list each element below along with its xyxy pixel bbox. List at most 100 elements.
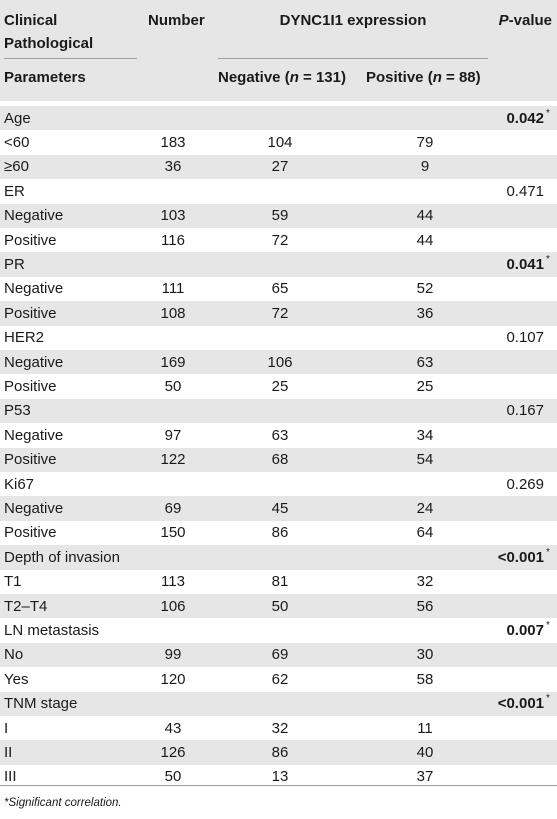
row-stripe [0, 301, 557, 326]
cell-number: 103 [160, 207, 186, 225]
cell-number: 169 [160, 353, 186, 371]
row-label: Positive [4, 377, 57, 395]
cell-positive: 64 [416, 524, 434, 542]
row-stripe [0, 496, 557, 521]
cell-pvalue: 0.167 [506, 402, 544, 420]
cell-pvalue: <0.001 [497, 548, 544, 566]
row-label: No [4, 646, 24, 664]
row-label: Positive [4, 524, 57, 542]
row-label: P53 [4, 402, 31, 420]
cell-number: 69 [164, 499, 182, 517]
cell-number: 99 [164, 646, 182, 664]
header-rule-left [4, 58, 137, 59]
row-label: Negative [4, 280, 64, 298]
cell-positive: 54 [416, 451, 434, 469]
cell-negative: 86 [271, 743, 289, 761]
cell-negative: 81 [271, 573, 289, 591]
cell-pvalue: 0.471 [506, 182, 544, 200]
row-label: ER [4, 182, 25, 200]
row-label: Positive [4, 231, 57, 249]
cell-number: 43 [164, 719, 182, 737]
row-stripe [0, 203, 557, 228]
header-negative: Negative (n = 131) [218, 69, 346, 86]
row-label: Negative [4, 207, 64, 225]
row-label: Ki67 [4, 475, 35, 493]
cell-positive: 30 [416, 646, 434, 664]
cell-negative: 104 [267, 133, 293, 151]
cell-positive: 11 [417, 719, 433, 737]
cell-number: 97 [164, 426, 182, 444]
cell-negative: 69 [271, 646, 289, 664]
cell-negative: 32 [271, 719, 289, 737]
bottom-rule [0, 785, 557, 786]
cell-number: 122 [160, 451, 186, 469]
row-stripe [0, 398, 557, 424]
row-label: ≥60 [4, 158, 29, 176]
cell-negative: 68 [271, 451, 289, 469]
cell-negative: 106 [267, 353, 293, 371]
cell-positive: 32 [416, 573, 434, 591]
cell-number: 183 [160, 133, 186, 151]
row-label: <60 [4, 133, 30, 151]
header-positive: Positive (n = 88) [366, 69, 481, 86]
cell-positive: 56 [416, 597, 434, 615]
cell-positive: 44 [416, 207, 434, 225]
row-label: Negative [4, 426, 64, 444]
cell-negative: 13 [271, 768, 289, 786]
row-label: Age [4, 109, 31, 127]
row-label: T1 [4, 573, 22, 591]
cell-positive: 34 [416, 426, 434, 444]
row-label: Depth of invasion [4, 548, 120, 566]
row-label: Yes [4, 670, 29, 688]
cell-negative: 59 [271, 207, 289, 225]
row-label: T2–T4 [4, 597, 48, 615]
cell-number: 108 [160, 304, 186, 322]
cell-number: 126 [160, 743, 186, 761]
cell-positive: 36 [416, 304, 434, 322]
row-stripe [0, 252, 557, 277]
cell-positive: 52 [416, 280, 434, 298]
cell-number: 113 [161, 573, 185, 591]
cell-number: 150 [160, 524, 186, 542]
row-stripe [0, 350, 557, 375]
significance-marker: * [546, 546, 550, 558]
cell-positive: 79 [416, 133, 434, 151]
cell-pvalue: 0.042 [506, 109, 544, 127]
row-label: Negative [4, 499, 64, 517]
row-label: Negative [4, 353, 64, 371]
cell-positive: 40 [416, 743, 434, 761]
cell-number: 111 [161, 280, 185, 298]
cell-number: 50 [164, 377, 182, 395]
cell-positive: 9 [420, 158, 430, 176]
cell-positive: 25 [416, 377, 434, 395]
row-stripe [0, 594, 557, 619]
significance-marker: * [546, 693, 550, 705]
row-label: LN metastasis [4, 621, 100, 639]
cell-number: 106 [160, 597, 186, 615]
cell-positive: 24 [416, 499, 434, 517]
cell-positive: 58 [416, 670, 434, 688]
cell-negative: 27 [271, 158, 289, 176]
header-clinical: Clinical [4, 12, 58, 29]
row-label: II [4, 743, 13, 761]
table-header-background [0, 0, 557, 101]
row-label: PR [4, 255, 25, 273]
cell-number: 120 [160, 670, 186, 688]
cell-negative: 25 [271, 377, 289, 395]
cell-negative: 86 [271, 524, 289, 542]
cell-number: 116 [161, 231, 185, 249]
footnote: *Significant correlation. [4, 797, 122, 809]
cell-negative: 72 [271, 304, 289, 322]
cell-number: 50 [164, 768, 182, 786]
cell-negative: 50 [271, 597, 289, 615]
cell-pvalue: 0.041 [506, 255, 544, 273]
cell-pvalue: 0.007 [506, 621, 544, 639]
significance-marker: * [546, 253, 550, 265]
row-label: I [4, 719, 9, 737]
row-label: III [4, 768, 17, 786]
row-stripe [0, 545, 557, 570]
cell-positive: 37 [416, 768, 434, 786]
header-number: Number [148, 12, 205, 29]
cell-positive: 63 [416, 353, 434, 371]
cell-pvalue: <0.001 [497, 695, 544, 713]
